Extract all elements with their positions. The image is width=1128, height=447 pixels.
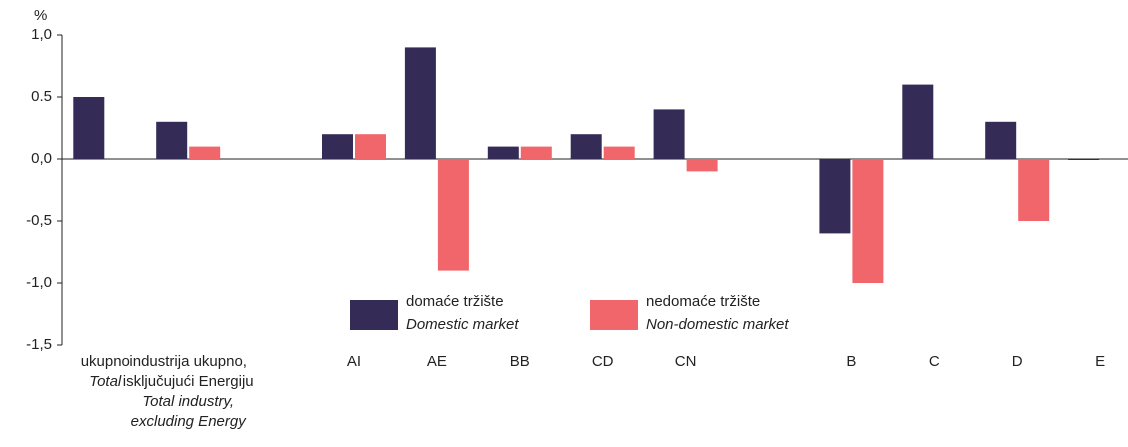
bar <box>1018 159 1050 221</box>
x-tick-label: B <box>846 353 857 370</box>
x-tick-sublabel: Total industry, excluding Energy <box>130 393 246 430</box>
y-tick-label: -0,5 <box>26 212 52 229</box>
y-unit: % <box>34 7 47 24</box>
x-tick-sublabel: Total <box>89 373 122 390</box>
bar <box>73 97 105 159</box>
y-tick-label: 0,0 <box>31 150 52 167</box>
y-tick-label: 0.5 <box>31 88 52 105</box>
x-tick-label: CD <box>591 353 614 370</box>
legend-sublabel: Domestic market <box>406 316 519 333</box>
bar <box>106 159 138 160</box>
x-tick-label: CN <box>674 353 697 370</box>
legend-swatch <box>350 300 398 330</box>
legend-sublabel: Non-domestic market <box>646 316 789 333</box>
bar <box>902 84 934 159</box>
bar <box>935 159 967 160</box>
bar <box>570 134 602 159</box>
bar <box>985 121 1017 159</box>
bar <box>686 159 718 172</box>
bar <box>487 146 519 159</box>
bar <box>819 159 851 234</box>
legend-label: domaće tržište <box>406 293 504 310</box>
bar <box>852 159 884 283</box>
x-tick-label: C <box>928 353 940 370</box>
x-tick-label: BB <box>509 353 530 370</box>
bar <box>156 121 188 159</box>
bar <box>437 159 469 271</box>
bar <box>1101 159 1128 160</box>
x-tick-label: D <box>1011 353 1023 370</box>
legend-label: nedomaće tržište <box>646 293 760 310</box>
bar <box>520 146 552 159</box>
bar <box>355 134 386 159</box>
x-tick-label: ukupno <box>80 353 130 370</box>
bar <box>653 109 685 159</box>
bar <box>1068 159 1100 160</box>
y-tick-label: -1,5 <box>26 336 52 353</box>
bar <box>404 47 436 159</box>
bar <box>322 134 353 159</box>
bar <box>189 146 221 159</box>
y-tick-label: 1,0 <box>31 26 52 43</box>
legend-swatch <box>590 300 638 330</box>
x-tick-label: industrija ukupno, isključujući Energiju <box>122 353 254 390</box>
bar <box>603 146 635 159</box>
x-tick-label: AE <box>426 353 447 370</box>
x-tick-label: E <box>1095 353 1106 370</box>
x-tick-label: AI <box>346 353 362 370</box>
y-tick-label: -1,0 <box>26 274 52 291</box>
